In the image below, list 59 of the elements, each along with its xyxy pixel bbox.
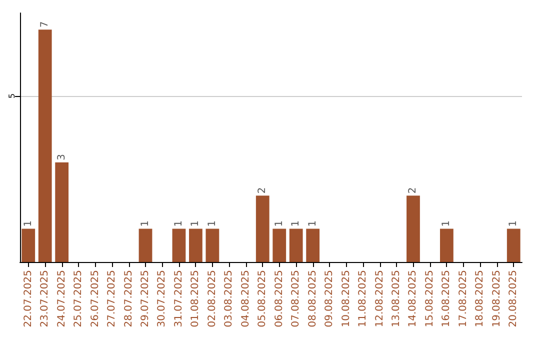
x-tick-label: 02.08.2025 xyxy=(206,270,218,328)
bar xyxy=(256,196,270,262)
data-label: 1 xyxy=(206,220,218,227)
x-tick-label: 20.08.2025 xyxy=(508,270,520,328)
data-label: 1 xyxy=(441,220,452,227)
x-tick-label: 23.07.2025 xyxy=(40,270,51,328)
x-tick-label: 01.08.2025 xyxy=(190,270,202,328)
data-label: 2 xyxy=(257,187,268,194)
x-tick-label: 06.08.2025 xyxy=(274,270,285,328)
data-label: 1 xyxy=(307,220,318,227)
bar xyxy=(406,196,420,262)
x-tick-label: 31.07.2025 xyxy=(173,270,184,328)
bar xyxy=(506,228,520,262)
x-tick-label: 19.08.2025 xyxy=(491,270,502,328)
data-label: 1 xyxy=(290,220,302,227)
bar xyxy=(440,228,454,262)
x-tick-label: 18.08.2025 xyxy=(474,270,486,328)
x-tick-label: 14.08.2025 xyxy=(408,270,419,328)
data-label: 1 xyxy=(173,220,184,227)
x-tick-label: 27.07.2025 xyxy=(106,270,118,328)
x-tick-label: 04.08.2025 xyxy=(240,270,252,328)
x-tick-label: 17.08.2025 xyxy=(458,270,469,328)
bar xyxy=(272,228,286,262)
y-tick-label: 5 xyxy=(8,93,16,99)
x-tick-label: 07.08.2025 xyxy=(290,270,302,328)
x-tick-label: 05.08.2025 xyxy=(257,270,268,328)
bar xyxy=(306,228,320,262)
bar xyxy=(206,228,220,262)
x-tick-label: 12.08.2025 xyxy=(374,270,386,328)
x-tick-label: 15.08.2025 xyxy=(424,270,436,328)
bar xyxy=(138,228,152,262)
bar xyxy=(289,228,303,262)
data-label: 1 xyxy=(190,220,202,227)
x-tick-label: 11.08.2025 xyxy=(358,270,369,328)
data-label: 2 xyxy=(408,187,419,194)
data-label: 1 xyxy=(508,220,520,227)
x-tick-label: 10.08.2025 xyxy=(340,270,352,328)
x-tick-label: 03.08.2025 xyxy=(224,270,235,328)
x-tick-label: 25.07.2025 xyxy=(73,270,84,328)
bar xyxy=(172,228,186,262)
bar xyxy=(38,30,52,262)
data-label: 1 xyxy=(274,220,285,227)
bar xyxy=(55,162,69,262)
x-tick-label: 16.08.2025 xyxy=(441,270,452,328)
data-label: 7 xyxy=(40,21,51,28)
data-label: 3 xyxy=(56,154,68,160)
x-tick-label: 08.08.2025 xyxy=(307,270,318,328)
x-tick-label: 24.07.2025 xyxy=(56,270,68,328)
data-label: 1 xyxy=(140,220,151,227)
data-label: 1 xyxy=(22,220,34,227)
x-tick-label: 09.08.2025 xyxy=(324,270,336,328)
x-tick-label: 28.07.2025 xyxy=(123,270,134,328)
x-tick-label: 29.07.2025 xyxy=(140,270,151,328)
bar xyxy=(22,228,36,262)
x-tick-label: 26.07.2025 xyxy=(90,270,101,328)
bar xyxy=(189,228,202,262)
x-tick-label: 22.07.2025 xyxy=(22,270,34,328)
x-tick-label: 13.08.2025 xyxy=(391,270,402,328)
x-tick-label: 30.07.2025 xyxy=(156,270,168,328)
